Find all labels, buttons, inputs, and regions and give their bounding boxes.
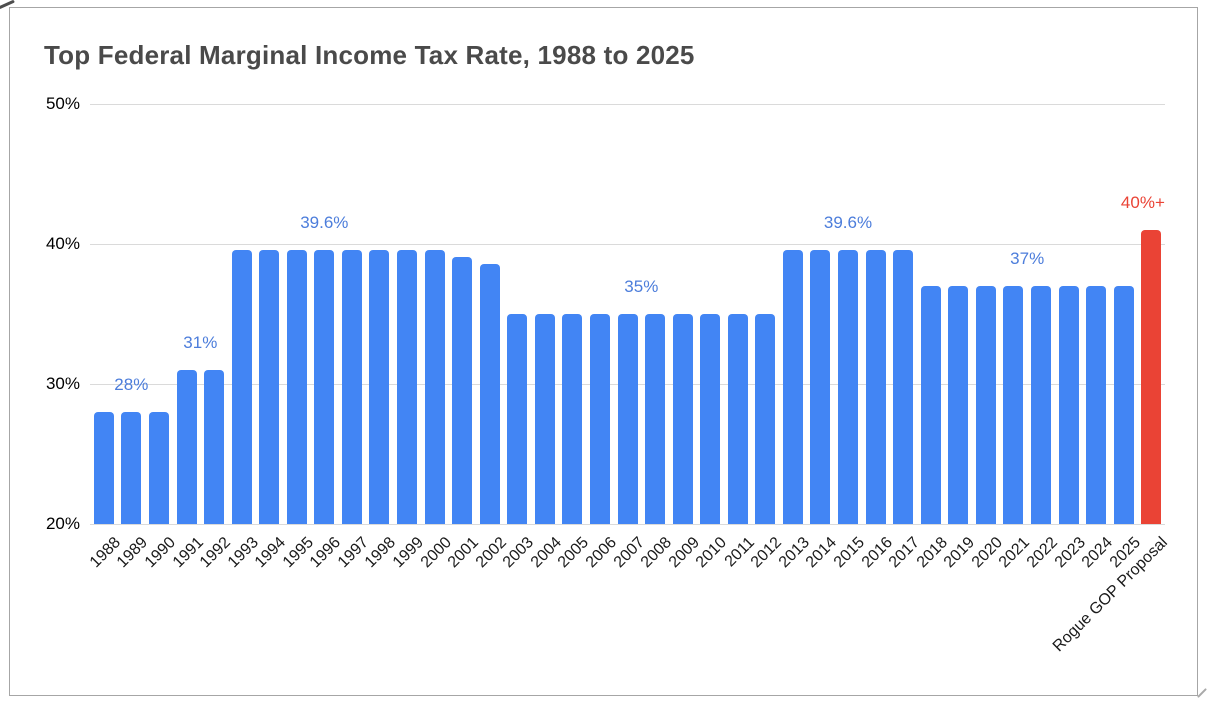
bar-1989[interactable] bbox=[121, 412, 142, 524]
bar-2010[interactable] bbox=[700, 314, 721, 524]
bar-2004[interactable] bbox=[534, 314, 555, 524]
bar-2022[interactable] bbox=[1031, 286, 1051, 524]
gridline-20pct bbox=[90, 524, 1165, 525]
data-label-40pctplus: 40%+ bbox=[1120, 193, 1165, 212]
corner-artifact-bottom-right bbox=[1197, 688, 1207, 698]
bar-2000[interactable] bbox=[424, 249, 445, 524]
bar-2008[interactable] bbox=[645, 314, 666, 524]
bar-2017[interactable] bbox=[893, 249, 914, 524]
bar-1990[interactable] bbox=[148, 412, 169, 524]
data-label-35pct: 35% bbox=[624, 277, 659, 296]
y-axis-tick-label-20pct: 20% bbox=[45, 514, 80, 533]
bar-2007[interactable] bbox=[617, 314, 638, 524]
bar-2021[interactable] bbox=[1003, 286, 1024, 524]
bar-rogue-gop-proposal[interactable] bbox=[1141, 230, 1162, 524]
bar-2011[interactable] bbox=[727, 314, 748, 524]
gridline-50pct bbox=[90, 104, 1165, 105]
bar-2002[interactable] bbox=[479, 263, 500, 524]
bar-2005[interactable] bbox=[562, 314, 583, 524]
bar-1999[interactable] bbox=[397, 249, 417, 524]
y-axis-tick-label-50pct: 50% bbox=[45, 94, 80, 113]
bar-2023[interactable] bbox=[1058, 286, 1079, 524]
bar-1997[interactable] bbox=[341, 249, 362, 524]
data-label-37pct: 37% bbox=[1010, 249, 1045, 268]
bar-1993[interactable] bbox=[231, 249, 252, 524]
bar-2018[interactable] bbox=[920, 286, 941, 524]
bar-2024[interactable] bbox=[1086, 286, 1107, 524]
bar-2003[interactable] bbox=[507, 314, 528, 524]
bar-1994[interactable] bbox=[259, 249, 280, 524]
bar-2025[interactable] bbox=[1113, 286, 1134, 524]
data-label-39-6pct: 39.6% bbox=[300, 212, 349, 232]
y-axis-tick-label-40pct: 40% bbox=[45, 234, 80, 253]
gridline-40pct bbox=[90, 244, 1165, 245]
bar-1988[interactable] bbox=[93, 412, 114, 524]
bar-2006[interactable] bbox=[589, 314, 610, 524]
bar-2001[interactable] bbox=[452, 256, 473, 524]
bar-2013[interactable] bbox=[782, 249, 803, 524]
data-label-31pct: 31% bbox=[183, 333, 218, 352]
bar-1998[interactable] bbox=[369, 249, 390, 524]
data-label-39-6pct: 39.6% bbox=[823, 212, 873, 232]
bar-2009[interactable] bbox=[672, 314, 693, 524]
bar-2016[interactable] bbox=[865, 249, 886, 524]
data-label-28pct: 28% bbox=[114, 375, 149, 394]
bar-2012[interactable] bbox=[755, 314, 776, 524]
bar-2015[interactable] bbox=[838, 249, 858, 524]
bar-2019[interactable] bbox=[948, 286, 969, 524]
y-axis-tick-label-30pct: 30% bbox=[45, 374, 80, 393]
chart-title: Top Federal Marginal Income Tax Rate, 19… bbox=[44, 40, 695, 70]
bar-2014[interactable] bbox=[810, 249, 831, 524]
bar-2020[interactable] bbox=[975, 286, 996, 524]
bar-1992[interactable] bbox=[204, 370, 224, 524]
bar-1996[interactable] bbox=[314, 249, 335, 524]
bar-1991[interactable] bbox=[176, 370, 197, 524]
bar-1995[interactable] bbox=[286, 249, 307, 524]
